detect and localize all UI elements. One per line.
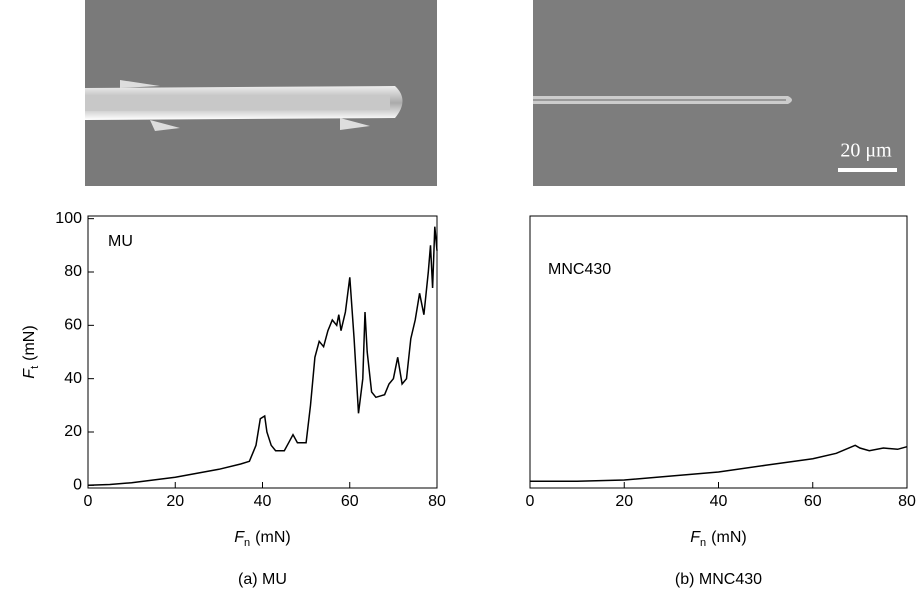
axis-label: Fn (mN) xyxy=(690,529,746,549)
axis-unit: (mN) xyxy=(711,529,747,546)
axis-subscript: n xyxy=(700,537,706,549)
axis-subscript: n xyxy=(244,537,250,549)
x-tick-label: 0 xyxy=(526,493,535,510)
axis-symbol: F xyxy=(234,529,245,546)
caption: (a) MU xyxy=(238,571,287,588)
x-tick-label: 20 xyxy=(615,493,633,510)
axis-label: Fn (mN) xyxy=(234,529,290,549)
panel-annotation: MNC430 xyxy=(548,261,611,278)
plot-frame xyxy=(87,215,438,489)
sem-image-a xyxy=(85,0,437,186)
axis-subscript: t xyxy=(29,366,41,369)
axis-label: Ft (mN) xyxy=(21,325,41,378)
y-tick-label: 80 xyxy=(64,263,82,280)
y-tick-label: 20 xyxy=(64,423,82,440)
x-tick-label: 80 xyxy=(898,493,916,510)
axis-symbol: F xyxy=(21,368,38,379)
axis-symbol: F xyxy=(690,529,701,546)
x-tick-label: 80 xyxy=(428,493,446,510)
x-tick-label: 40 xyxy=(254,493,272,510)
x-tick-label: 0 xyxy=(84,493,93,510)
y-tick-label: 0 xyxy=(73,477,82,494)
data-line xyxy=(87,226,438,487)
scale-bar-label: 20 μm xyxy=(840,140,892,162)
x-tick-label: 60 xyxy=(804,493,822,510)
x-tick-label: 40 xyxy=(710,493,728,510)
y-tick-label: 40 xyxy=(64,370,82,387)
y-tick-label: 100 xyxy=(55,210,82,227)
axis-unit: (mN) xyxy=(255,529,291,546)
sem-image-b: 20 μm xyxy=(533,0,905,186)
axis-unit: (mN) xyxy=(21,325,38,361)
x-tick-label: 60 xyxy=(341,493,359,510)
panel-annotation: MU xyxy=(108,233,133,250)
y-tick-label: 60 xyxy=(64,317,82,334)
data-line xyxy=(530,444,908,483)
x-tick-label: 20 xyxy=(166,493,184,510)
caption: (b) MNC430 xyxy=(675,571,762,588)
